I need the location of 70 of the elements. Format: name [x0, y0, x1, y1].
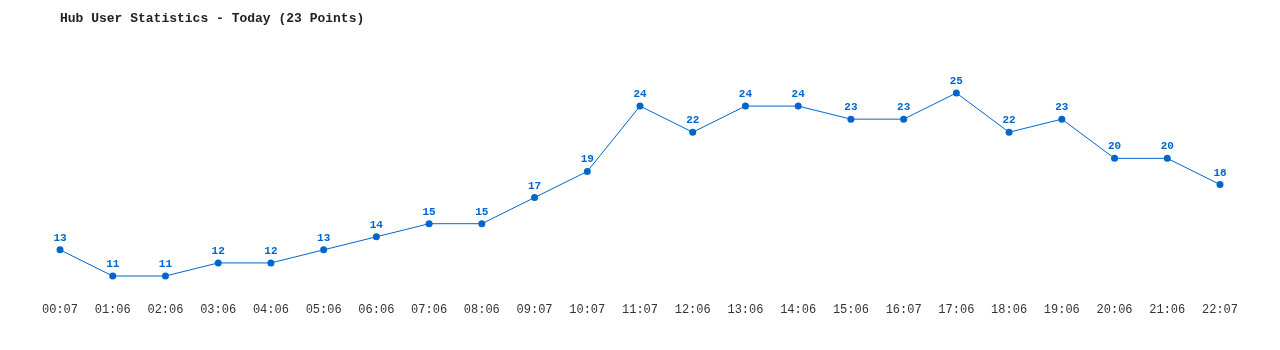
point: [372, 233, 380, 241]
point: [161, 272, 169, 280]
data-label: 13: [317, 231, 331, 244]
data-label: 20: [1107, 140, 1122, 153]
data-label: 19: [580, 153, 594, 166]
point: [425, 220, 433, 228]
point: [56, 246, 64, 254]
data-label: 15: [475, 205, 489, 218]
data-label: 11: [106, 258, 120, 270]
x-tick-label: 11:07: [621, 303, 659, 317]
x-tick-label: 03:06: [200, 303, 237, 317]
data-label: 22: [686, 114, 700, 127]
point: [1216, 181, 1224, 188]
x-tick-label: 18:06: [991, 303, 1028, 317]
point: [689, 128, 697, 136]
x-tick-label: 15:06: [832, 303, 869, 317]
data-label: 15: [422, 205, 437, 218]
point: [847, 115, 855, 123]
data-label: 13: [53, 231, 67, 244]
x-tick-label: 12:06: [674, 303, 711, 317]
x-tick-label: 17:06: [938, 303, 975, 317]
x-tick-label: 05:06: [305, 303, 342, 317]
data-label: 23: [897, 101, 911, 114]
data-label: 24: [791, 88, 806, 101]
x-tick-label: 13:06: [727, 303, 764, 317]
point: [952, 89, 960, 97]
x-tick-label: 07:06: [411, 303, 448, 317]
point: [531, 194, 539, 202]
point: [214, 259, 222, 267]
point: [1058, 115, 1066, 123]
point: [1111, 154, 1119, 162]
data-label: 24: [738, 88, 753, 101]
x-tick-label: 16:07: [885, 303, 922, 317]
data-label: 18: [1213, 166, 1227, 179]
x-tick-label: 14:06: [780, 303, 817, 317]
data-label: 12: [211, 244, 225, 257]
chart-title: Hub User Statistics - Today (23 Points): [60, 11, 365, 26]
x-tick-label: 20:06: [1096, 303, 1133, 317]
data-label: 17: [527, 179, 542, 192]
x-tick-label: 06:06: [358, 303, 395, 317]
data-label: 22: [1002, 114, 1016, 127]
data-label: 24: [633, 88, 647, 101]
x-tick-label: 02:06: [147, 303, 184, 317]
x-tick-label: 19:06: [1043, 303, 1080, 317]
x-tick-label: 01:06: [94, 303, 131, 317]
data-label: 23: [1055, 101, 1069, 114]
point: [109, 272, 117, 280]
x-tick-label: 00:07: [41, 303, 79, 317]
data-label: 20: [1160, 140, 1174, 153]
data-label: 12: [264, 244, 278, 257]
x-tick-label: 09:07: [516, 303, 553, 317]
point: [1163, 154, 1171, 162]
data-label: 23: [844, 101, 858, 114]
point: [794, 102, 802, 110]
x-tick-label: 21:06: [1149, 303, 1186, 317]
point: [267, 259, 275, 267]
point: [636, 102, 644, 110]
point: [900, 115, 908, 123]
x-tick-label: 22:07: [1201, 303, 1239, 317]
point: [741, 102, 749, 110]
x-tick-label: 10:07: [569, 303, 606, 317]
data-label: 14: [369, 218, 384, 231]
x-tick-label: 08:06: [463, 303, 500, 317]
data-label: 25: [949, 75, 964, 87]
point: [1005, 128, 1013, 136]
point: [583, 167, 591, 175]
point: [320, 246, 328, 254]
data-label: 11: [158, 258, 173, 270]
point: [478, 220, 486, 228]
x-tick-label: 04:06: [252, 303, 289, 317]
